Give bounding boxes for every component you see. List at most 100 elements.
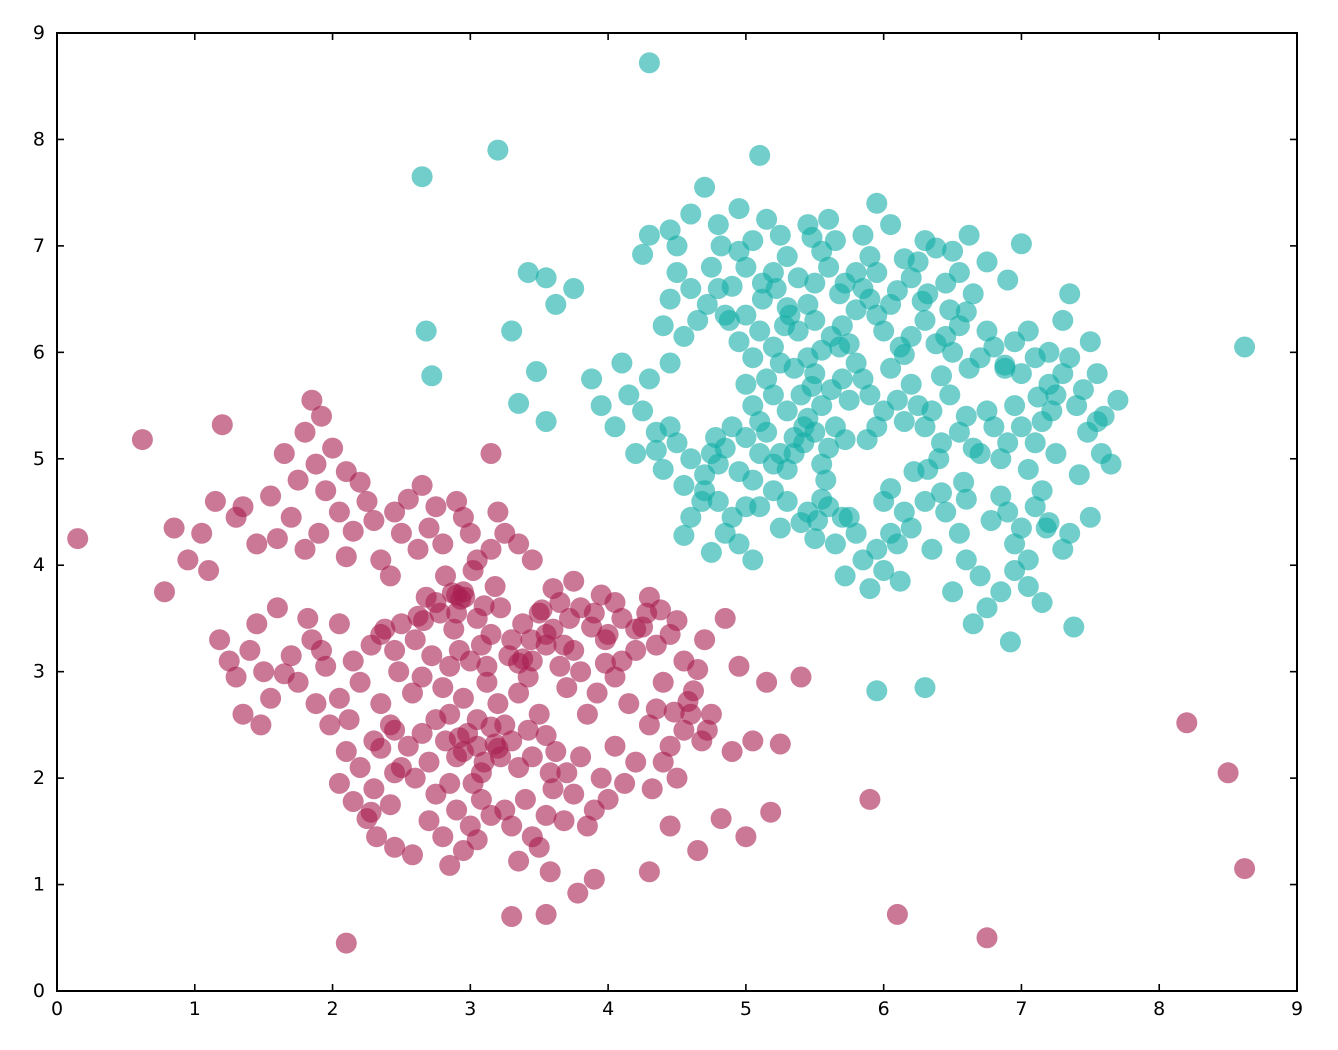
- data-point-cluster-teal: [735, 373, 757, 395]
- data-point-cluster-teal: [721, 416, 743, 438]
- data-point-cluster-teal: [852, 368, 874, 390]
- data-point-cluster-pink: [641, 778, 663, 800]
- data-point-cluster-teal: [742, 347, 764, 369]
- data-point-cluster-pink: [454, 586, 476, 608]
- data-point-cluster-teal: [942, 341, 964, 363]
- x-tick-label: 8: [1153, 998, 1165, 1020]
- data-point-cluster-teal: [886, 280, 908, 302]
- x-tick-label: 2: [327, 998, 339, 1020]
- data-point-cluster-pink: [528, 836, 550, 858]
- data-point-cluster-teal: [673, 524, 695, 546]
- data-point-cluster-teal: [969, 565, 991, 587]
- data-point-cluster-teal: [666, 432, 688, 454]
- data-point-cluster-pink: [328, 613, 350, 635]
- data-point-cluster-pink: [1176, 712, 1198, 734]
- data-point-cluster-pink: [508, 850, 530, 872]
- data-point-cluster-teal: [774, 315, 795, 337]
- data-point-cluster-teal: [793, 432, 815, 454]
- data-point-cluster-teal: [797, 214, 819, 236]
- data-point-cluster-teal: [735, 256, 757, 278]
- y-tick-label: 7: [33, 235, 45, 257]
- data-point-cluster-pink: [480, 716, 502, 738]
- data-point-cluster-pink: [421, 645, 443, 667]
- data-point-cluster-teal: [873, 560, 895, 581]
- data-point-cluster-pink: [328, 772, 350, 794]
- data-point-cluster-pink: [514, 788, 536, 810]
- data-point-cluster-pink: [446, 490, 468, 512]
- data-point-cluster-teal: [680, 278, 702, 299]
- data-point-cluster-teal: [856, 429, 878, 451]
- data-point-cluster-teal: [914, 230, 936, 252]
- data-point-cluster-pink: [769, 733, 791, 755]
- data-point-cluster-teal: [886, 389, 908, 411]
- data-point-cluster-teal: [705, 427, 727, 448]
- data-point-cluster-pink: [418, 751, 440, 773]
- data-point-cluster-teal: [818, 437, 840, 459]
- data-point-cluster-teal: [942, 581, 964, 603]
- data-point-cluster-pink: [379, 794, 401, 816]
- data-point-cluster-teal: [535, 411, 557, 432]
- data-point-cluster-teal: [931, 432, 952, 454]
- data-point-cluster-pink: [211, 414, 233, 436]
- data-point-cluster-teal: [790, 512, 812, 534]
- data-point-cluster-teal: [976, 400, 998, 422]
- data-point-cluster-teal: [939, 384, 961, 406]
- data-point-cluster-teal: [900, 325, 922, 347]
- data-point-cluster-pink: [501, 629, 523, 651]
- data-point-cluster-teal: [880, 522, 902, 544]
- data-point-cluster-teal: [900, 267, 922, 289]
- data-point-cluster-pink: [280, 645, 302, 667]
- data-point-cluster-teal: [815, 469, 837, 491]
- data-point-cluster-pink: [342, 650, 364, 672]
- data-point-cluster-teal: [990, 448, 1012, 470]
- data-point-cluster-teal: [645, 439, 667, 461]
- data-point-cluster-teal: [749, 320, 771, 342]
- data-point-cluster-pink: [700, 703, 722, 725]
- data-point-cluster-pink: [470, 788, 492, 810]
- data-point-cluster-pink: [163, 517, 185, 539]
- data-point-cluster-pink: [349, 757, 371, 778]
- y-tick-label: 9: [33, 22, 45, 44]
- data-point-cluster-pink: [411, 666, 433, 688]
- data-point-cluster-teal: [969, 443, 991, 464]
- data-point-cluster-teal: [873, 320, 895, 342]
- data-point-cluster-pink: [154, 581, 175, 603]
- data-point-cluster-teal: [999, 631, 1021, 653]
- data-point-cluster-teal: [666, 235, 688, 257]
- data-point-cluster-pink: [501, 815, 523, 837]
- data-point-cluster-teal: [834, 565, 856, 587]
- data-point-cluster-pink: [476, 655, 498, 677]
- data-point-cluster-teal: [1024, 496, 1046, 518]
- data-point-cluster-teal: [921, 538, 943, 560]
- data-point-cluster-pink: [576, 703, 598, 725]
- data-point-cluster-pink: [614, 772, 636, 794]
- data-point-cluster-pink: [976, 927, 998, 949]
- data-point-cluster-teal: [563, 278, 585, 299]
- data-point-cluster-teal: [590, 395, 612, 417]
- data-point-cluster-teal: [942, 240, 964, 262]
- data-point-cluster-teal: [1090, 443, 1112, 464]
- y-tick-label: 4: [33, 554, 45, 576]
- data-point-cluster-teal: [666, 262, 688, 283]
- data-point-cluster-pink: [439, 854, 461, 876]
- data-point-cluster-teal: [804, 309, 826, 331]
- data-point-cluster-pink: [597, 623, 619, 645]
- data-point-cluster-teal: [980, 510, 1002, 531]
- data-point-cluster-teal: [696, 293, 718, 315]
- data-point-cluster-teal: [804, 528, 826, 550]
- data-point-cluster-pink: [480, 804, 502, 826]
- data-point-cluster-pink: [308, 522, 330, 544]
- data-point-cluster-teal: [694, 176, 716, 198]
- data-point-cluster-teal: [1086, 363, 1108, 385]
- data-point-cluster-teal: [762, 480, 784, 502]
- data-point-cluster-teal: [811, 339, 833, 361]
- data-point-cluster-pink: [512, 648, 534, 670]
- data-point-cluster-pink: [301, 389, 323, 411]
- data-point-cluster-teal: [652, 315, 674, 337]
- data-point-cluster-pink: [360, 801, 382, 823]
- data-point-cluster-pink: [418, 810, 440, 832]
- data-point-cluster-pink: [67, 528, 89, 550]
- data-point-cluster-teal: [1024, 432, 1046, 454]
- data-point-cluster-teal: [1045, 443, 1067, 464]
